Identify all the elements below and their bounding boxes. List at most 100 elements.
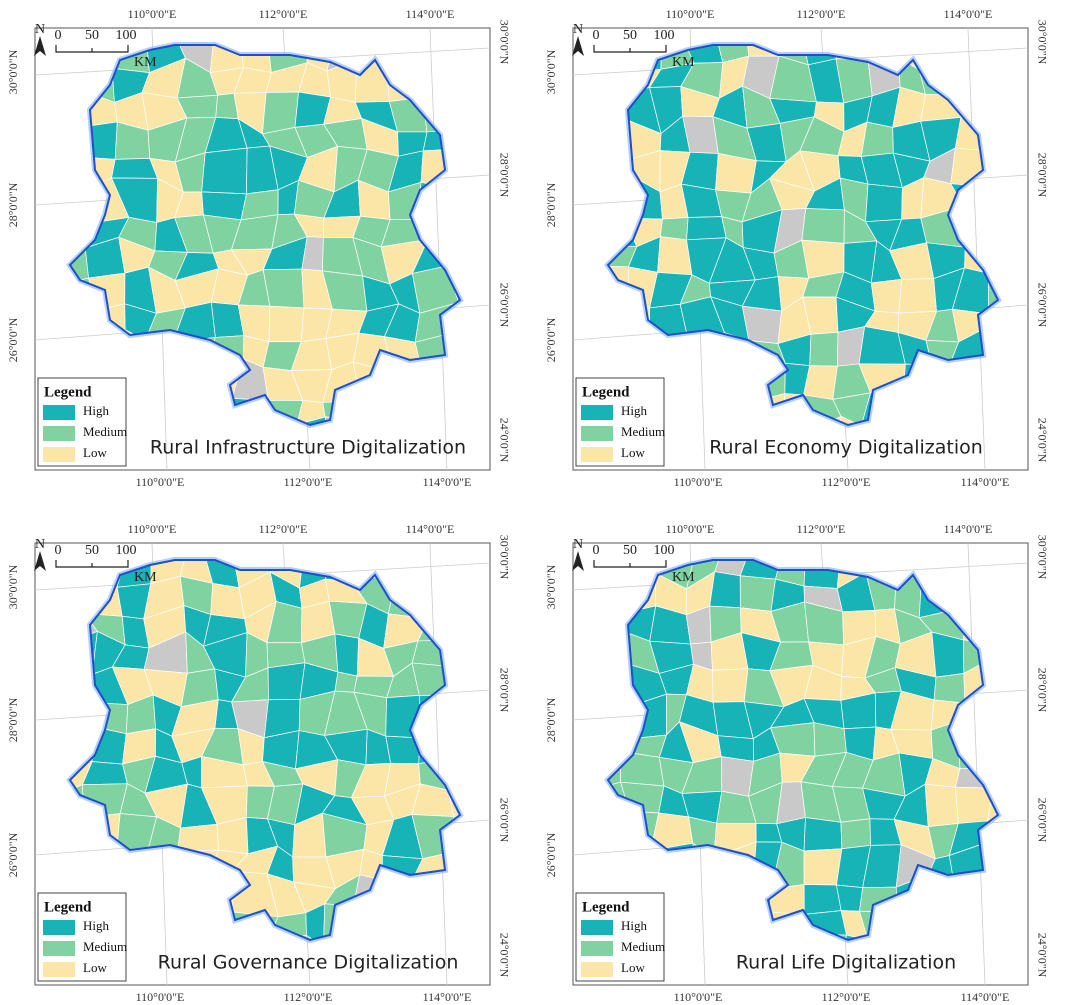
county-region <box>1013 845 1048 883</box>
regions <box>608 45 1048 425</box>
county-region <box>715 153 757 194</box>
county-region <box>381 879 424 912</box>
county-region <box>411 560 457 588</box>
panel-title: Rural Economy Digitalization <box>709 437 983 459</box>
county-region <box>450 45 460 70</box>
coord-label: 112°0'0"E <box>797 522 846 536</box>
county-region <box>980 579 998 608</box>
county-region <box>980 901 998 940</box>
county-region <box>322 400 361 419</box>
county-region <box>958 391 991 425</box>
scale-label: 0 <box>55 543 62 558</box>
county-region <box>483 328 510 367</box>
county-region <box>691 873 718 920</box>
county-region <box>840 818 871 850</box>
county-region <box>836 884 864 912</box>
coord-label: 114°0'0"E <box>961 475 1010 489</box>
coord-label: 114°0'0"E <box>944 7 993 21</box>
county-region <box>922 901 963 940</box>
panel-title: Rural Governance Digitalization <box>158 952 459 974</box>
county-region <box>334 671 358 693</box>
county-region <box>1012 206 1048 252</box>
county-region <box>685 332 725 366</box>
county-region <box>716 906 757 937</box>
county-region <box>482 606 510 644</box>
county-region <box>442 632 460 677</box>
county-region <box>803 817 843 852</box>
coord-label: 26°0'0"N <box>1035 283 1049 328</box>
county-region <box>142 907 186 940</box>
coord-label: 30°0'0"N <box>544 564 558 609</box>
coord-label: 114°0'0"E <box>406 522 455 536</box>
coord-label: 26°0'0"N <box>544 317 558 362</box>
county-region <box>988 97 998 134</box>
county-region <box>739 575 776 612</box>
county-region <box>981 937 998 940</box>
coord-label: 114°0'0"E <box>423 475 472 489</box>
county-region <box>455 301 460 343</box>
county-region <box>70 846 92 877</box>
map-panel: 110°0'0"E 112°0'0"E 114°0'0"E 110°0'0"E 112°… <box>544 522 1050 1004</box>
county-region <box>922 875 960 913</box>
coord-label: 110°0'0"E <box>136 475 185 489</box>
county-region <box>70 784 85 819</box>
county-region <box>70 666 93 704</box>
county-region <box>353 902 386 940</box>
scale-label: 0 <box>593 543 600 558</box>
coord-label: 112°0'0"E <box>822 475 871 489</box>
county-region <box>80 121 118 160</box>
legend-swatch <box>43 426 75 441</box>
scale-label: 100 <box>116 28 137 43</box>
county-region <box>70 810 92 849</box>
legend-label: Medium <box>83 424 127 439</box>
county-region <box>351 400 393 425</box>
county-region <box>989 391 998 425</box>
county-region <box>608 55 627 103</box>
coord-label: 110°0'0"E <box>666 7 715 21</box>
coord-label: 110°0'0"E <box>674 475 723 489</box>
county-region <box>449 398 460 425</box>
legend-title: Legend <box>44 384 92 400</box>
county-region <box>424 398 458 425</box>
county-region <box>889 911 932 940</box>
county-region <box>70 146 95 190</box>
county-region <box>920 386 965 425</box>
county-region <box>709 571 741 609</box>
county-region <box>720 756 754 797</box>
county-region <box>70 579 94 614</box>
county-region <box>608 810 637 850</box>
north-arrow <box>34 36 46 56</box>
county-region <box>659 217 689 241</box>
county-region <box>70 184 95 225</box>
county-region <box>181 400 207 425</box>
county-region <box>769 884 805 915</box>
county-region <box>688 816 717 858</box>
regions <box>70 560 510 940</box>
county-region <box>979 560 998 587</box>
coord-label: 114°0'0"E <box>961 990 1010 1004</box>
graticule <box>967 542 986 986</box>
county-region <box>421 910 459 936</box>
county-region <box>473 764 510 794</box>
county-region <box>963 205 993 249</box>
county-region <box>608 156 635 189</box>
county-region <box>1016 602 1048 643</box>
map-frame <box>34 27 491 471</box>
county-region <box>481 842 510 879</box>
county-region <box>865 183 903 223</box>
county-region <box>682 357 726 398</box>
county-region <box>608 663 633 707</box>
coord-label: 30°0'0"N <box>544 49 558 94</box>
province-border <box>606 559 1000 942</box>
scale-label: 100 <box>116 543 137 558</box>
scale-label: 50 <box>85 28 99 43</box>
county-region <box>449 56 460 104</box>
county-region <box>803 365 838 400</box>
county-region <box>450 695 460 740</box>
county-region <box>204 398 233 425</box>
county-region <box>201 147 248 195</box>
legend-label: Medium <box>621 424 665 439</box>
county-region <box>608 334 632 366</box>
county-region <box>453 917 460 940</box>
county-region <box>443 239 460 274</box>
